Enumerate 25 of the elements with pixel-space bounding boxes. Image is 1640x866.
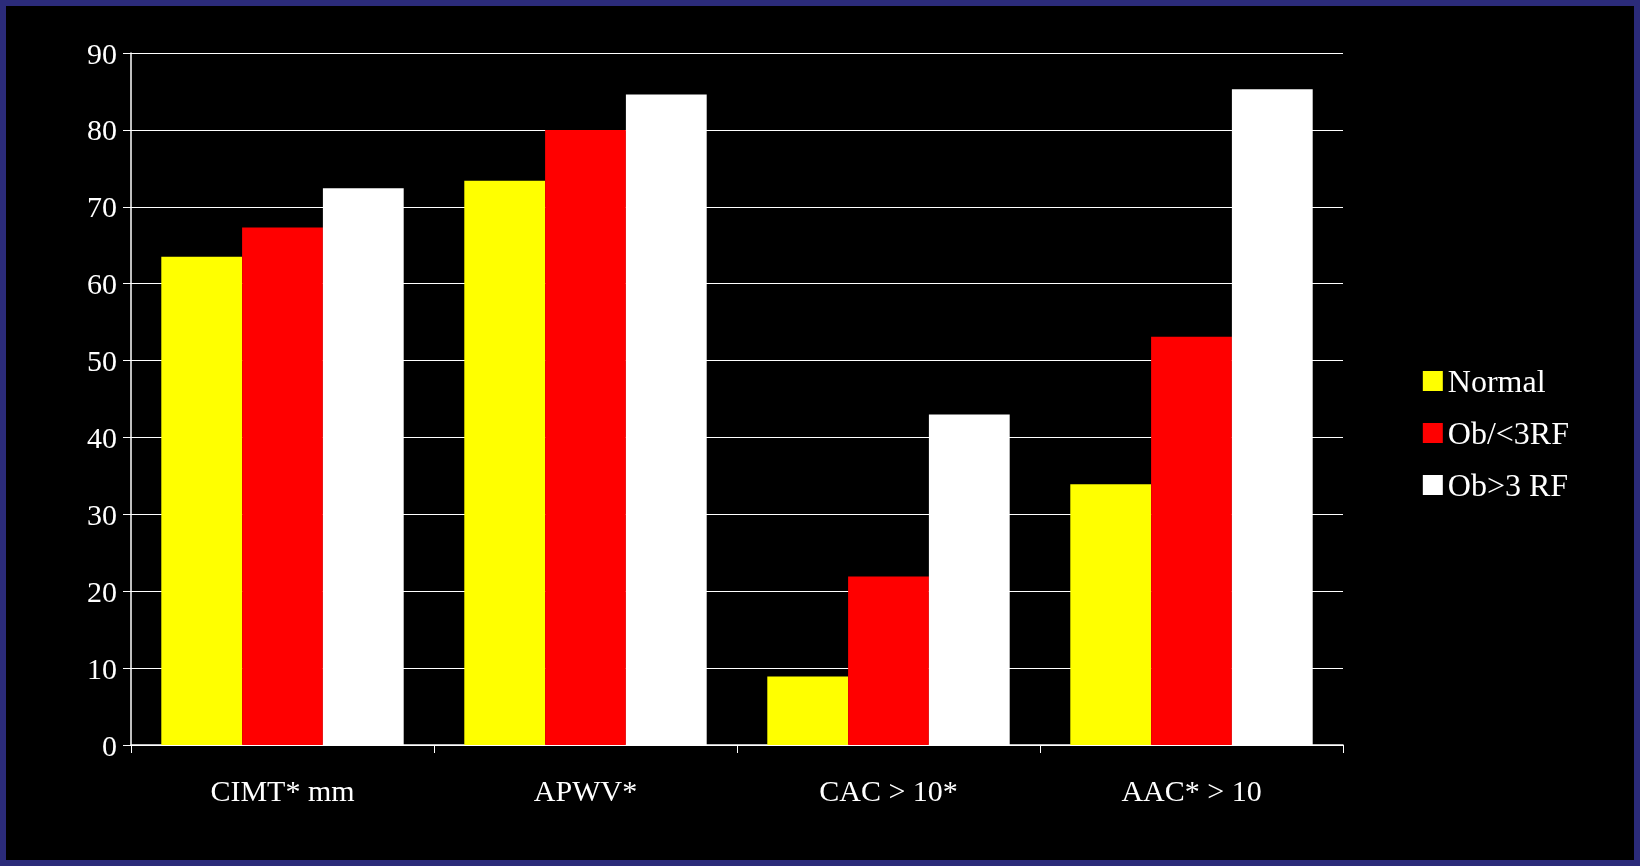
y-tick-label: 30 [87,497,117,531]
y-tick-label: 70 [87,190,117,224]
x-tick-label: AAC* > 10 [1121,773,1262,807]
bar [1070,484,1152,745]
y-tick-label: 0 [102,728,117,762]
bar [161,256,243,745]
x-tick-label: CIMT* mm [210,773,355,807]
legend-label: Normal [1447,363,1546,399]
x-tick-label: APWV* [533,773,638,807]
y-tick-label: 20 [87,574,117,608]
y-tick-label: 50 [87,344,117,378]
bar [545,129,626,745]
bar [767,676,849,745]
y-tick-label: 40 [87,420,117,454]
bar [848,576,929,745]
x-tick-label: CAC > 10* [819,773,958,807]
y-tick-label: 60 [87,267,117,301]
bar [464,180,546,745]
bar [1151,336,1232,745]
y-tick-label: 10 [87,651,117,685]
y-tick-label: 90 [87,36,117,70]
legend-label: Ob/<3RF [1447,415,1569,451]
bar [242,227,323,745]
y-tick-label: 80 [87,113,117,147]
legend-label: Ob>3 RF [1447,467,1569,503]
